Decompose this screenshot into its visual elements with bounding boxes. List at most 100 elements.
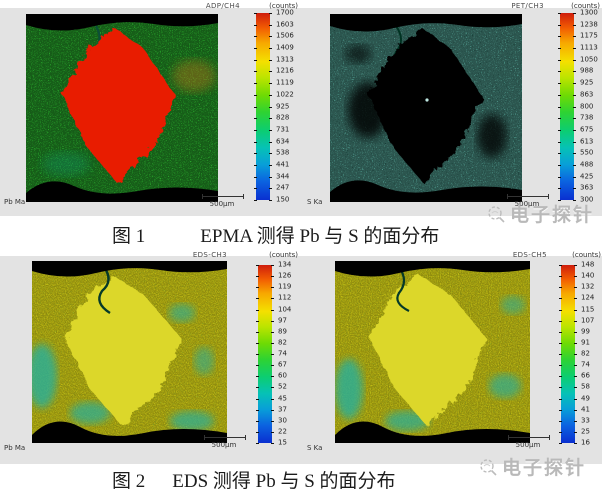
colorbar [256,265,274,444]
colorbar-tick-mark [559,420,562,422]
map-eds-pb [32,261,227,443]
colorbar-tick-mark [269,118,272,120]
colorbar-tick-label: 97 [278,316,287,325]
colorbar-tick-label: 925 [580,78,594,87]
colorbar-tick-mark [271,342,274,344]
colorbar-tick-label: 37 [278,405,287,414]
colorbar-tick-label: 119 [278,282,292,291]
colorbar-tick-mark [574,365,577,367]
diamond-region-pb [64,275,182,426]
detector-label: EDS-CH3 [192,251,227,259]
colorbar-tick-label: 49 [581,394,590,402]
colorbar-tick-mark [574,420,577,422]
panel-epma-pb: ADP/CH4 (counts) 1700 1603 1506 1409 1313 121… [0,0,301,216]
colorbar-tick-mark [256,287,259,289]
scalebar-label: 500μm [209,200,235,208]
figure2-caption-text: EDS 测得 Pb 与 S 的面分布 [172,471,396,492]
colorbar-tick-mark [573,13,576,14]
colorbar-tick-label: 66 [581,371,590,380]
colorbar-tick-mark [269,36,272,38]
colorbar-tick-mark [254,176,257,178]
colorbar-tick-mark [559,398,562,400]
colorbar-tick-mark [269,94,272,96]
top-band [32,261,227,277]
colorbar-tick-mark [573,188,576,190]
colorbar-tick-mark [256,431,259,433]
colorbar-tick-mark [559,265,562,266]
colorbar-tick-mark [574,409,577,411]
colorbar-tick-label: 82 [278,338,287,347]
colorbar-tick-label: 99 [581,327,590,336]
colorbar [558,13,576,201]
colorbar-tick-label: 300 [580,195,594,204]
colorbar-tick-mark [558,153,561,155]
colorbar-tick-label: 41 [581,405,590,414]
colorbar-tick-label: 60 [278,371,287,380]
colorbar-tick-label: 344 [276,172,290,181]
top-band [330,14,522,32]
scalebar-line [507,194,549,199]
colorbar-tick-mark [573,106,576,108]
watermark: 电子探针 [478,453,586,480]
colorbar-tick-mark [269,141,272,143]
detector-label: PET/CH3 [511,2,544,10]
colorbar-tick-mark [256,398,259,400]
colorbar-tick-mark [256,342,259,344]
detector-label: ADP/CH4 [205,2,240,10]
colorbar-tick-label: 988 [580,66,594,75]
colorbar-tick-label: 33 [581,416,590,425]
colorbar-tick-mark [573,129,576,131]
scalebar-label: 500μm [515,441,541,449]
colorbar-tick-mark [573,71,576,73]
counts-unit-label: (counts) [269,251,298,259]
figure1-caption: 图 1 EPMA 测得 Pb 与 S 的面分布 [112,221,439,248]
colorbar-tick-mark [256,298,259,300]
colorbar-tick-mark [574,331,577,333]
colorbar-tick-mark [271,309,274,311]
figure1-caption-text: EPMA 测得 Pb 与 S 的面分布 [200,226,440,247]
top-band [335,261,530,277]
colorbar-tick-mark [574,431,577,433]
colorbar-tick-label: 148 [581,260,595,269]
colorbar-tick-label: 15 [278,438,287,447]
colorbar-tick-label: 25 [581,427,590,436]
scalebar: 500μm [507,194,549,208]
colorbar-tick-mark [271,276,274,278]
colorbar-tick-label: 126 [278,271,292,280]
colorbar-tick-mark [574,376,577,378]
colorbar-tick-label: 1113 [580,43,598,52]
scalebar: 500μm [204,435,246,449]
figure2-caption: 图 2 EDS 测得 Pb 与 S 的面分布 [112,466,396,493]
colorbar-tick-mark [254,141,257,143]
colorbar-tick-label: 863 [580,90,594,99]
colorbar-tick-mark [256,265,259,266]
panel-eds-s: EDS-CH5 (counts) 148 140 132 124 115 107 99 91 8… [301,248,602,464]
colorbar-tick-mark [574,342,577,344]
colorbar-tick-mark [254,83,257,85]
colorbar-tick-label: 634 [276,137,290,146]
colorbar-tick-mark [574,387,577,389]
colorbar-tick-mark [558,176,561,178]
colorbar-tick-mark [558,13,561,14]
colorbar-tick-label: 925 [276,102,290,110]
colorbar-tick-mark [271,431,274,433]
colorbar-tick-mark [256,420,259,422]
element-line-label: S Ka [307,198,323,206]
colorbar-tick-mark [269,71,272,73]
colorbar-tick-mark [256,376,259,378]
scalebar: 500μm [202,194,244,208]
colorbar-tick-mark [254,24,257,26]
colorbar-tick-mark [574,320,577,322]
colorbar-tick-mark [271,331,274,333]
colorbar-tick-mark [558,118,561,120]
colorbar-tick-label: 16 [581,438,590,447]
crack-line [98,266,111,315]
crack-line [396,266,410,312]
bottom-band [330,180,522,202]
colorbar-tick-mark [559,431,562,433]
colorbar-tick-mark [254,106,257,108]
colorbar-tick-label: 150 [276,195,290,204]
colorbar [254,13,272,201]
colorbar-tick-mark [559,276,562,278]
